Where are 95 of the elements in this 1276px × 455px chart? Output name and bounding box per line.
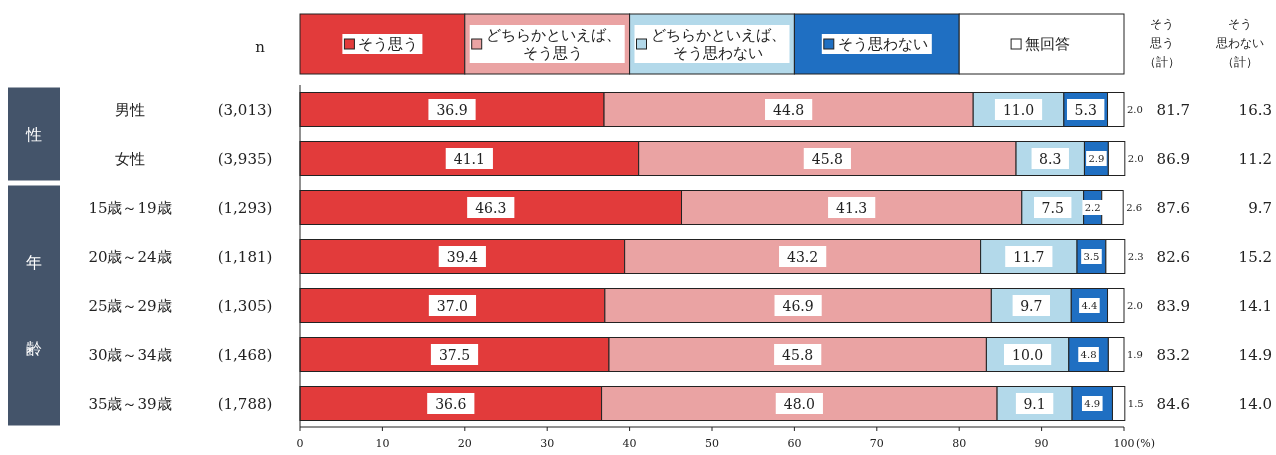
text: 84.6: [1156, 394, 1190, 413]
data-label: 4.9: [1084, 398, 1101, 409]
data-label: 1.5: [1127, 398, 1144, 409]
text: そう: [1150, 17, 1174, 31]
legend-label: そう思わない: [837, 35, 928, 53]
data-label: 36.9: [436, 101, 468, 118]
legend-label: 無回答: [1025, 35, 1071, 53]
legend-label: どちらかといえば、そう思わない: [650, 26, 786, 62]
data-label: 37.0: [436, 297, 469, 314]
legend-item: そう思わない: [793, 13, 960, 75]
text: n: [255, 38, 266, 56]
text: 86.9: [1156, 149, 1190, 168]
data-label: 2.0: [1127, 153, 1144, 164]
y-tick-label: 20歳～24歳: [88, 247, 172, 266]
text: (3,013): [217, 100, 273, 119]
legend-label: どちらかといえば、そう思う: [485, 26, 621, 62]
data-label: 8.3: [1039, 150, 1062, 167]
data-label: 2.9: [1088, 153, 1105, 164]
data-label: 2.3: [1127, 251, 1144, 262]
data-label: 43.2: [787, 248, 819, 265]
data-label: 2.0: [1127, 300, 1143, 311]
data-label: 11.0: [1002, 101, 1035, 118]
legend-label: そう思う: [358, 35, 419, 53]
data-label: 39.4: [446, 248, 479, 265]
text: 16.3: [1238, 100, 1272, 119]
text: (1,293): [217, 198, 273, 217]
text: (1,788): [217, 394, 273, 413]
y-tick-label: 女性: [115, 149, 145, 168]
data-label: 45.8: [811, 150, 843, 167]
text: 81.7: [1156, 100, 1190, 119]
text: 14.0: [1238, 394, 1272, 413]
x-tick-label: 100: [1113, 437, 1135, 450]
text: (1,305): [217, 296, 273, 315]
text: 思わない: [1215, 36, 1264, 50]
text: そう: [1228, 17, 1252, 31]
data-label: 9.1: [1023, 395, 1046, 412]
data-label: 37.5: [438, 346, 471, 363]
y-tick-label: 30歳～34歳: [88, 345, 172, 364]
data-label: 7.5: [1041, 199, 1064, 216]
text: 性: [25, 124, 42, 144]
data-label: 4.8: [1080, 349, 1097, 360]
data-label: 2.6: [1126, 202, 1143, 213]
data-label: 1.9: [1127, 349, 1143, 360]
legend-item: そう思う: [299, 13, 466, 75]
data-label: 9.7: [1020, 297, 1043, 314]
data-label: 11.7: [1013, 248, 1045, 265]
text: 15.2: [1238, 247, 1272, 266]
text: 年: [26, 253, 42, 272]
x-tick-label: 60: [787, 437, 802, 450]
legend-item: どちらかといえば、そう思わない: [629, 13, 795, 75]
x-tick-label: 90: [1034, 437, 1049, 450]
x-tick-label: 10: [375, 437, 390, 450]
text: 14.9: [1238, 345, 1272, 364]
x-tick-label: 20: [457, 437, 472, 450]
text: 87.6: [1156, 198, 1190, 217]
data-label: 45.8: [782, 346, 814, 363]
data-label: 41.3: [836, 199, 868, 216]
data-label: 4.4: [1081, 300, 1098, 311]
x-tick-label: 70: [869, 437, 884, 450]
legend-item: どちらかといえば、そう思う: [464, 13, 631, 75]
y-tick-label: 25歳～29歳: [88, 296, 172, 315]
text: 14.1: [1238, 296, 1272, 315]
text: 82.6: [1156, 247, 1190, 266]
data-label: 2.2: [1084, 202, 1101, 213]
text: 83.9: [1156, 296, 1190, 315]
x-tick-label: 40: [622, 437, 637, 450]
data-label: 44.8: [773, 101, 805, 118]
x-tick-label: 0: [296, 437, 304, 450]
text: 9.7: [1248, 198, 1272, 217]
text: (3,935): [217, 149, 273, 168]
text: 思う: [1149, 36, 1174, 50]
x-tick-label: 80: [952, 437, 967, 450]
data-label: 2.0: [1127, 104, 1143, 115]
data-label: 48.0: [783, 395, 815, 412]
data-label: 3.5: [1083, 251, 1100, 262]
y-tick-label: 男性: [115, 100, 145, 119]
text: 11.2: [1238, 149, 1272, 168]
legend-item: 無回答: [958, 13, 1125, 75]
x-axis-title: (%): [1136, 437, 1156, 450]
y-tick-label: 15歳～19歳: [88, 198, 172, 217]
y-tick-label: 35歳～39歳: [88, 394, 172, 413]
text: (1,181): [217, 247, 273, 266]
data-label: 10.0: [1012, 346, 1044, 363]
data-label: 46.9: [782, 297, 814, 314]
data-label: 5.3: [1074, 101, 1097, 118]
text: （計）: [1222, 55, 1258, 69]
text: （計）: [1144, 55, 1180, 69]
x-tick-label: 50: [705, 437, 719, 450]
x-tick-label: 30: [540, 437, 555, 450]
data-label: 36.6: [435, 395, 467, 412]
data-label: 46.3: [475, 199, 507, 216]
text: (1,468): [217, 345, 273, 364]
data-label: 41.1: [453, 150, 485, 167]
text: 齢: [26, 339, 42, 358]
text: 83.2: [1156, 345, 1190, 364]
